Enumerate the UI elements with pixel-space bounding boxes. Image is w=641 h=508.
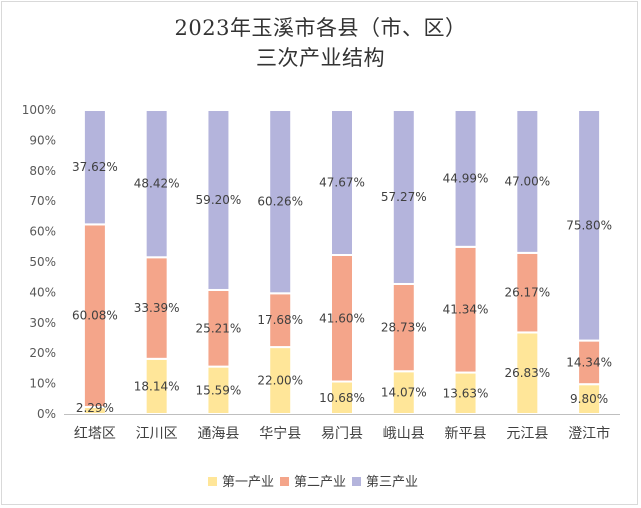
bar-segment-3 (391, 109, 416, 285)
bars-layer (82, 109, 602, 416)
data-label: 59.20% (196, 193, 242, 207)
bar-segment-3 (577, 109, 602, 342)
data-label: 37.62% (72, 160, 118, 174)
data-label: 26.83% (504, 366, 550, 380)
data-label: 22.00% (257, 374, 303, 388)
bar-segment-3 (82, 109, 107, 226)
bar-segment-3 (268, 109, 293, 295)
legend: 第一产业 第二产业 第三产业 (208, 475, 418, 490)
y-tick-label: 0% (37, 407, 56, 421)
data-label: 2.29% (76, 401, 114, 415)
x-tick-label: 元江县 (506, 426, 548, 442)
x-tick-label: 通海县 (197, 426, 239, 442)
y-axis: 0% 10% 20% 30% 40% 50% 60% 70% 80% 90% 100% (22, 103, 56, 421)
data-label: 33.39% (134, 301, 180, 315)
data-label: 17.68% (257, 313, 303, 327)
x-tick-label: 江川区 (136, 426, 178, 442)
data-label: 25.21% (196, 321, 242, 335)
y-tick-label: 80% (29, 164, 56, 178)
data-label: 9.80% (570, 392, 608, 406)
x-tick-label: 新平县 (445, 426, 487, 442)
bar-segment-3 (453, 109, 478, 248)
data-label: 10.68% (319, 391, 365, 405)
bar-segment-3 (144, 109, 169, 259)
bar-segment-3 (206, 109, 231, 291)
data-label: 18.14% (134, 379, 180, 393)
x-tick-label: 红塔区 (74, 426, 116, 442)
x-tick-label: 峨山县 (383, 426, 425, 442)
data-label: 26.17% (504, 286, 550, 300)
legend-swatch (352, 477, 361, 486)
x-tick-label: 易门县 (321, 426, 363, 442)
y-tick-label: 20% (29, 346, 56, 360)
legend-swatch (208, 477, 217, 486)
legend-label: 第三产业 (366, 475, 418, 490)
data-label: 15.59% (196, 383, 242, 397)
y-tick-label: 10% (29, 377, 56, 391)
y-tick-label: 90% (29, 133, 56, 147)
chart-title-line-2: 三次产业结构 (256, 46, 385, 70)
data-label: 47.67% (319, 175, 365, 189)
y-tick-label: 100% (22, 103, 56, 117)
legend-label: 第一产业 (222, 475, 274, 490)
x-tick-label: 华宁县 (259, 425, 301, 442)
legend-swatch (280, 477, 289, 486)
data-label: 41.60% (319, 311, 365, 325)
data-label: 13.63% (443, 386, 489, 400)
data-label: 75.80% (566, 218, 612, 232)
x-tick-label: 澄江市 (568, 425, 610, 442)
data-label: 41.34% (443, 303, 489, 317)
bar-segment-3 (330, 109, 354, 256)
data-label: 47.00% (504, 174, 550, 188)
data-label: 28.73% (381, 321, 427, 335)
y-tick-label: 30% (29, 316, 56, 330)
y-tick-label: 50% (29, 255, 56, 269)
data-label: 60.08% (72, 309, 118, 323)
y-tick-label: 70% (29, 194, 56, 208)
data-label: 48.42% (134, 177, 180, 191)
data-label: 14.34% (566, 355, 612, 369)
y-tick-label: 60% (29, 225, 56, 239)
data-label: 14.07% (381, 386, 427, 400)
x-axis: 红塔区 江川区 通海县 华宁县 易门县 峨山县 新平县 元江县 澄江市 (64, 414, 620, 442)
chart-title-line-1: 2023年玉溪市各县（市、区） (174, 16, 467, 40)
bar-segment-3 (515, 109, 540, 254)
data-label: 57.27% (381, 190, 427, 204)
y-tick-label: 40% (29, 285, 56, 299)
data-labels-layer: 2.29% 60.08% 37.62% 18.14% 33.39% 48.42% 15.59… (72, 160, 612, 415)
legend-label: 第二产业 (294, 475, 346, 490)
data-label: 60.26% (257, 195, 303, 209)
data-label: 44.99% (443, 171, 489, 185)
